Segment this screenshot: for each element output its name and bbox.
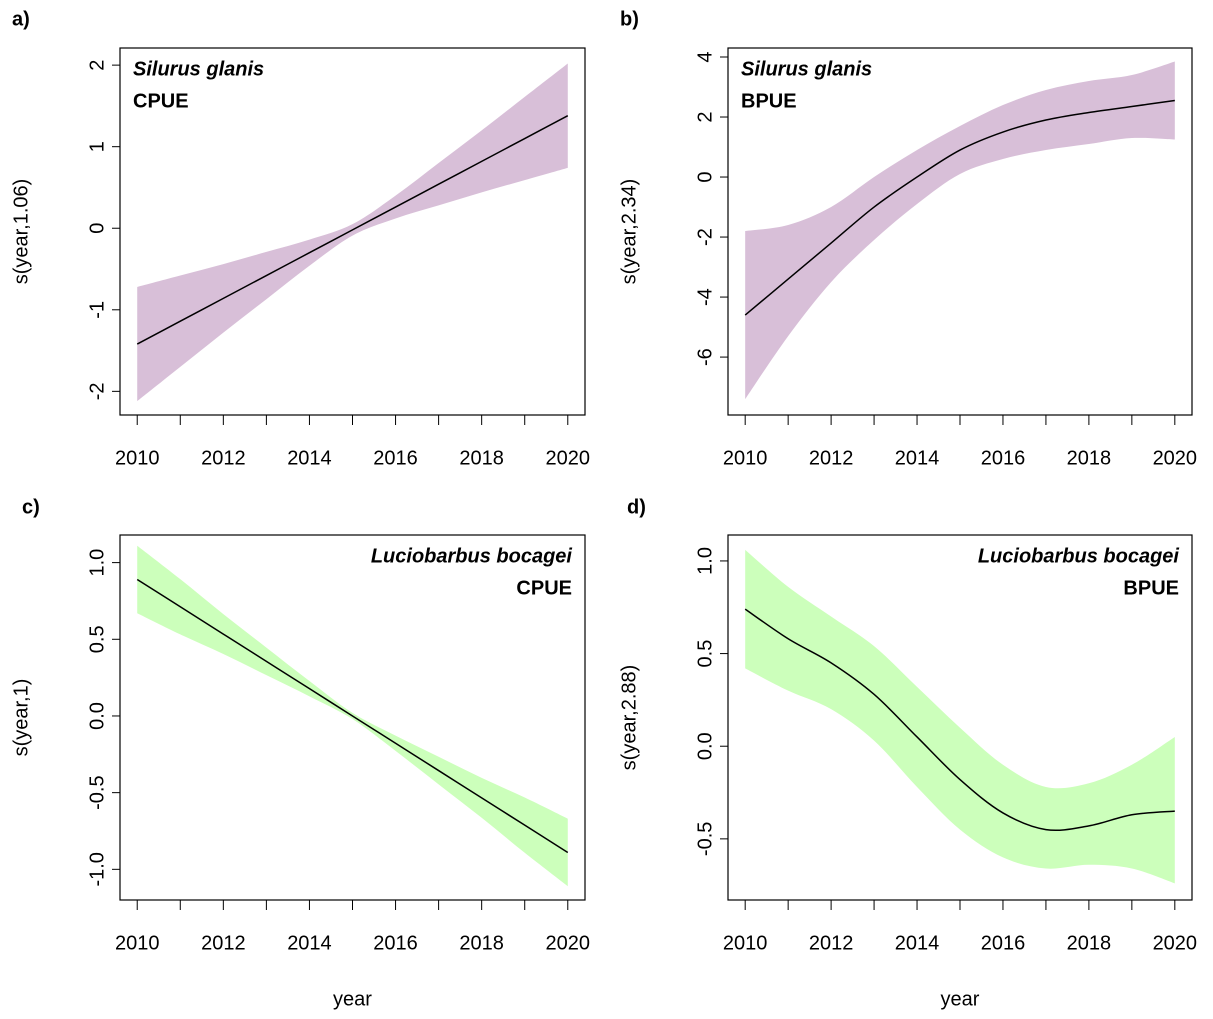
y-tick-label: 1 xyxy=(86,141,108,152)
y-tick-label: 2 xyxy=(694,111,716,122)
species-name: Luciobarbus bocagei xyxy=(978,545,1180,567)
y-tick-label: -0.5 xyxy=(86,775,108,809)
y-tick-label: 0 xyxy=(86,223,108,234)
y-tick-label: 1.0 xyxy=(694,547,716,575)
x-tick-label: 2018 xyxy=(1067,447,1112,469)
x-tick-label: 2018 xyxy=(1067,932,1112,954)
panel-label: c) xyxy=(22,496,40,518)
panel-label: a) xyxy=(12,8,30,30)
metric-name: CPUE xyxy=(516,577,572,599)
confidence-band xyxy=(745,61,1175,400)
x-tick-label: 2014 xyxy=(895,447,940,469)
x-tick-label: 2012 xyxy=(201,447,246,469)
panel-label: d) xyxy=(627,496,646,518)
x-tick-label: 2010 xyxy=(115,447,160,469)
x-tick-label: 2010 xyxy=(115,932,160,954)
x-tick-label: 2010 xyxy=(723,932,768,954)
y-tick-label: 0.0 xyxy=(86,702,108,730)
y-tick-label: -2 xyxy=(86,382,108,400)
y-axis-label: s(year,1) xyxy=(10,679,32,757)
x-axis-label: year xyxy=(333,988,372,1010)
y-tick-label: -2 xyxy=(694,228,716,246)
fit-line xyxy=(136,578,569,854)
y-tick-label: 4 xyxy=(694,51,716,62)
x-tick-label: 2020 xyxy=(546,447,591,469)
y-tick-label: 0.5 xyxy=(694,640,716,668)
fit-line xyxy=(744,608,1175,832)
y-tick-label: -4 xyxy=(694,288,716,306)
x-tick-label: 2012 xyxy=(809,447,854,469)
y-tick-label: -1.0 xyxy=(86,852,108,886)
y-axis-label: s(year,2.88) xyxy=(618,665,640,771)
panel-label: b) xyxy=(620,8,639,30)
fit-line xyxy=(136,115,569,345)
species-name: Silurus glanis xyxy=(741,58,872,80)
x-tick-label: 2014 xyxy=(287,447,332,469)
panel: 2010 2012 2014 2016 2018 2020 -6 -4 -2 0 2 4 b) Silur… xyxy=(618,8,1197,469)
panel: 2010 2012 2014 2016 2018 2020 -0.5 0.0 0.5 1.0 d) L… xyxy=(618,496,1197,1010)
y-tick-label: -6 xyxy=(694,348,716,366)
metric-name: BPUE xyxy=(1123,577,1179,599)
x-tick-label: 2010 xyxy=(723,447,768,469)
y-axis-label: s(year,1.06) xyxy=(10,179,32,285)
y-tick-label: 2 xyxy=(86,60,108,71)
x-tick-label: 2012 xyxy=(809,932,854,954)
x-tick-label: 2014 xyxy=(895,932,940,954)
fit-line xyxy=(744,99,1175,316)
confidence-band xyxy=(745,549,1175,884)
x-tick-label: 2018 xyxy=(459,447,504,469)
species-name: Luciobarbus bocagei xyxy=(371,545,573,567)
metric-name: CPUE xyxy=(133,90,189,112)
x-tick-label: 2016 xyxy=(981,447,1026,469)
species-name: Silurus glanis xyxy=(133,58,264,80)
x-tick-label: 2014 xyxy=(287,932,332,954)
y-tick-label: 0.5 xyxy=(86,625,108,653)
x-tick-label: 2016 xyxy=(373,447,418,469)
confidence-band xyxy=(137,63,568,402)
x-tick-label: 2012 xyxy=(201,932,246,954)
x-tick-label: 2016 xyxy=(981,932,1026,954)
y-tick-label: 0.0 xyxy=(694,732,716,760)
x-tick-label: 2018 xyxy=(459,932,504,954)
y-tick-label: -1 xyxy=(86,301,108,319)
x-tick-label: 2020 xyxy=(1153,932,1198,954)
y-axis-label: s(year,2.34) xyxy=(618,179,640,285)
metric-name: BPUE xyxy=(741,90,797,112)
x-axis-label: year xyxy=(941,988,980,1010)
y-tick-label: -0.5 xyxy=(694,822,716,856)
x-tick-label: 2020 xyxy=(1153,447,1198,469)
panel: 2010 2012 2014 2016 2018 2020 -2 -1 0 1 2 a) Silurus… xyxy=(10,8,590,469)
y-tick-label: 1.0 xyxy=(86,549,108,577)
panel: 2010 2012 2014 2016 2018 2020 -1.0 -0.5 0.0 0.5 1.… xyxy=(10,496,590,1010)
x-tick-label: 2016 xyxy=(373,932,418,954)
y-tick-label: 0 xyxy=(694,171,716,182)
x-tick-label: 2020 xyxy=(546,932,591,954)
